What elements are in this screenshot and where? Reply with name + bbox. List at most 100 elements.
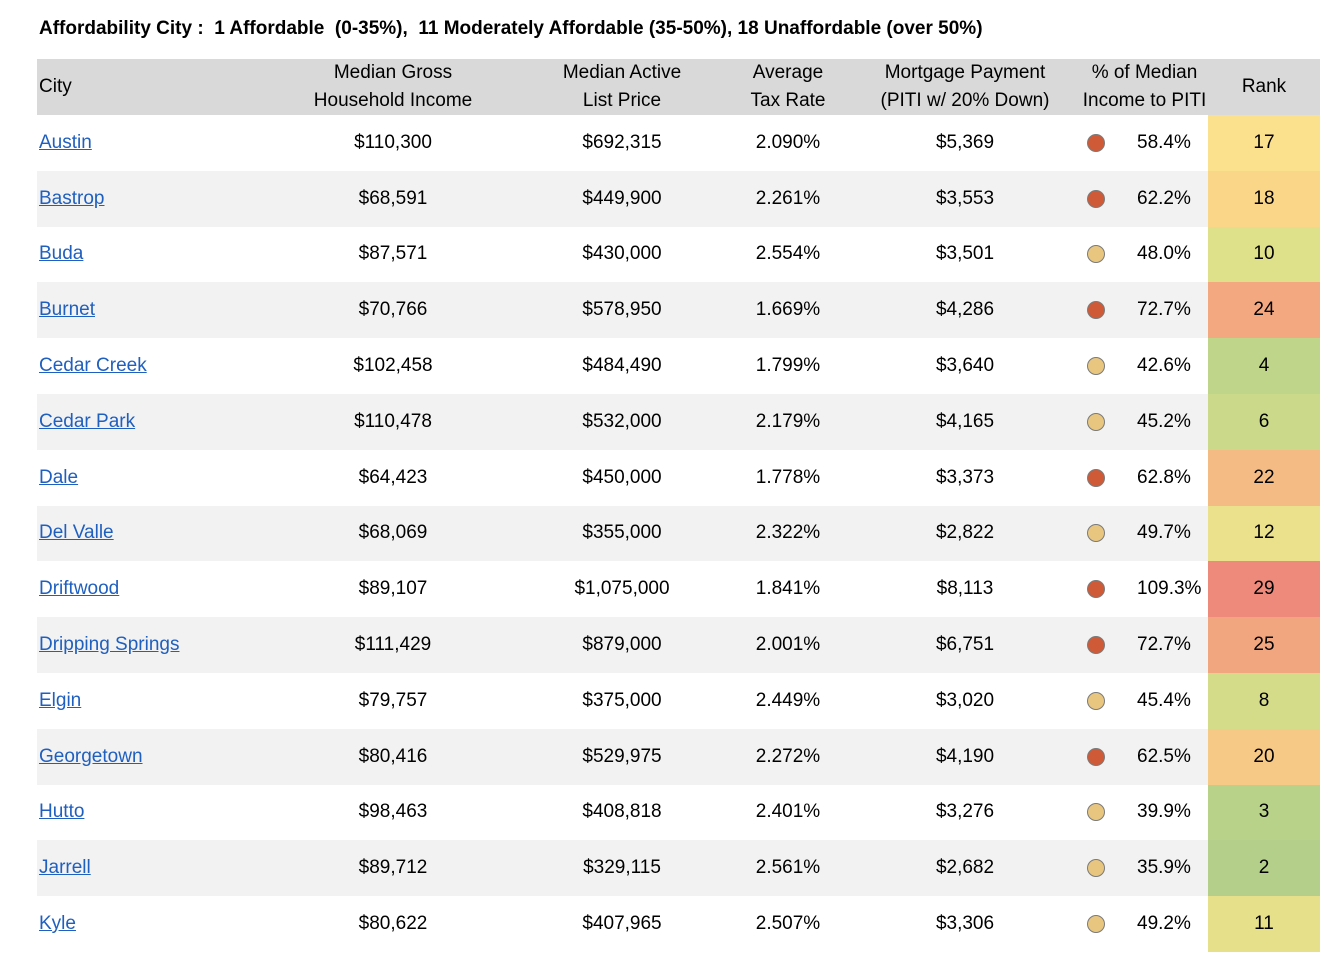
city-link[interactable]: Cedar Creek: [39, 355, 147, 377]
cell-tax-rate: 1.841%: [755, 578, 821, 600]
cell-mortgage: $6,751: [935, 634, 995, 656]
cell-rank: 10: [1208, 226, 1320, 283]
pct-value: 42.6%: [1137, 355, 1191, 377]
cell-list-price: $450,000: [582, 466, 662, 488]
cell-list-price: $879,000: [582, 634, 662, 656]
pct-value: 39.9%: [1137, 801, 1191, 823]
city-link[interactable]: Dale: [39, 466, 79, 488]
cell-income: $89,107: [358, 578, 428, 600]
table-row: Burnet $70,766 $578,950 1.669% $4,286 72.7% 24: [37, 282, 1320, 339]
cell-rank: 22: [1208, 449, 1320, 506]
cell-list-price: $430,000: [582, 243, 662, 265]
cell-tax-rate: 2.554%: [755, 243, 821, 265]
cell-pct: 39.9%: [1081, 785, 1208, 841]
city-link[interactable]: Burnet: [39, 299, 95, 321]
cell-pct: 42.6%: [1081, 338, 1208, 394]
city-link[interactable]: Hutto: [39, 801, 85, 823]
cell-income: $80,416: [358, 745, 428, 767]
header-list-price: Median Active List Price: [517, 59, 727, 115]
cell-list-price: $529,975: [582, 745, 662, 767]
table-row: Kyle $80,622 $407,965 2.507% $3,306 49.2% 11: [37, 896, 1320, 952]
city-link[interactable]: Kyle: [39, 913, 76, 935]
cell-pct: 49.2%: [1081, 896, 1208, 952]
cell-tax-rate: 1.799%: [755, 355, 821, 377]
city-link[interactable]: Elgin: [39, 689, 82, 711]
cell-tax-rate: 2.272%: [755, 745, 821, 767]
cell-mortgage: $2,682: [935, 857, 995, 879]
table-row: Georgetown $80,416 $529,975 2.272% $4,190 62.…: [37, 728, 1320, 785]
cell-mortgage: $8,113: [936, 578, 994, 600]
cell-city: Elgin: [37, 673, 269, 729]
cell-rank: 24: [1208, 282, 1320, 339]
cell-list-price: $355,000: [582, 522, 662, 544]
table-row: Buda $87,571 $430,000 2.554% $3,501 48.0% 10: [37, 226, 1320, 283]
header-mortgage: Mortgage Payment (PITI w/ 20% Down): [849, 59, 1081, 115]
cell-rank: 17: [1208, 115, 1320, 171]
header-rank: Rank: [1241, 76, 1287, 97]
status-dot-icon: [1087, 803, 1105, 822]
cell-income: $64,423: [358, 466, 428, 488]
cell-list-price: $329,115: [583, 857, 661, 879]
pct-value: 62.5%: [1137, 745, 1191, 767]
city-link[interactable]: Georgetown: [39, 745, 143, 767]
cell-city: Georgetown: [37, 729, 269, 785]
table-row: Cedar Creek $102,458 $484,490 1.799% $3,640 4…: [37, 338, 1320, 394]
city-link[interactable]: Austin: [39, 131, 92, 153]
cell-income: $102,458: [353, 355, 433, 377]
cell-rank: 6: [1208, 393, 1320, 450]
cell-pct: 48.0%: [1081, 227, 1208, 283]
cell-income: $70,766: [358, 299, 428, 321]
city-link[interactable]: Cedar Park: [39, 410, 136, 432]
affordability-table: City Median Gross Household Income Media…: [37, 59, 1320, 952]
cell-rank: 8: [1208, 672, 1320, 729]
status-dot-icon: [1087, 468, 1105, 487]
status-dot-icon: [1087, 747, 1105, 766]
table-row: Bastrop $68,591 $449,900 2.261% $3,553 62.2% 1…: [37, 170, 1320, 227]
pct-value: 109.3%: [1137, 578, 1202, 600]
city-link[interactable]: Buda: [39, 243, 84, 265]
cell-pct: 62.2%: [1081, 171, 1208, 227]
cell-pct: 49.7%: [1081, 506, 1208, 562]
pct-value: 45.2%: [1137, 410, 1191, 432]
cell-tax-rate: 2.261%: [755, 187, 821, 209]
cell-rank: 18: [1208, 170, 1320, 227]
pct-value: 62.8%: [1137, 466, 1191, 488]
table-row: Austin $110,300 $692,315 2.090% $5,369 58.4% 1…: [37, 115, 1320, 171]
status-dot-icon: [1087, 915, 1105, 934]
cell-list-price: $375,000: [582, 689, 662, 711]
cell-rank: 3: [1208, 784, 1320, 841]
page-title: Affordability City : 1 Affordable (0-35%…: [39, 18, 983, 39]
pct-value: 49.2%: [1137, 913, 1191, 935]
cell-tax-rate: 2.449%: [755, 689, 821, 711]
cell-city: Bastrop: [37, 171, 269, 227]
cell-city: Del Valle: [37, 506, 269, 562]
cell-mortgage: $4,286: [935, 299, 995, 321]
cell-rank: 4: [1208, 338, 1320, 394]
header-income: Median Gross Household Income: [269, 59, 517, 115]
city-link[interactable]: Del Valle: [39, 522, 114, 544]
cell-pct: 45.4%: [1081, 673, 1208, 729]
city-link[interactable]: Driftwood: [39, 578, 120, 600]
cell-income: $80,622: [358, 913, 428, 935]
table-row: Cedar Park $110,478 $532,000 2.179% $4,165 45…: [37, 393, 1320, 450]
cell-list-price: $449,900: [582, 187, 662, 209]
cell-mortgage: $4,190: [935, 745, 995, 767]
status-dot-icon: [1087, 245, 1105, 264]
city-link[interactable]: Dripping Springs: [39, 634, 180, 656]
table-row: Del Valle $68,069 $355,000 2.322% $2,822 49.7…: [37, 505, 1320, 562]
cell-rank: 2: [1208, 840, 1320, 897]
city-link[interactable]: Bastrop: [39, 187, 105, 209]
status-dot-icon: [1087, 412, 1105, 431]
pct-value: 35.9%: [1137, 857, 1191, 879]
cell-pct: 45.2%: [1081, 394, 1208, 450]
city-link[interactable]: Jarrell: [39, 857, 91, 879]
header-tax-rate-line1: Average: [752, 62, 824, 83]
cell-tax-rate: 2.322%: [755, 522, 821, 544]
cell-tax-rate: 2.001%: [755, 634, 821, 656]
cell-list-price: $407,965: [582, 913, 662, 935]
header-list-price-line2: List Price: [582, 90, 662, 111]
cell-rank: 20: [1208, 728, 1320, 785]
cell-list-price: $532,000: [582, 410, 662, 432]
cell-mortgage: $3,020: [935, 689, 995, 711]
cell-tax-rate: 2.561%: [755, 857, 821, 879]
